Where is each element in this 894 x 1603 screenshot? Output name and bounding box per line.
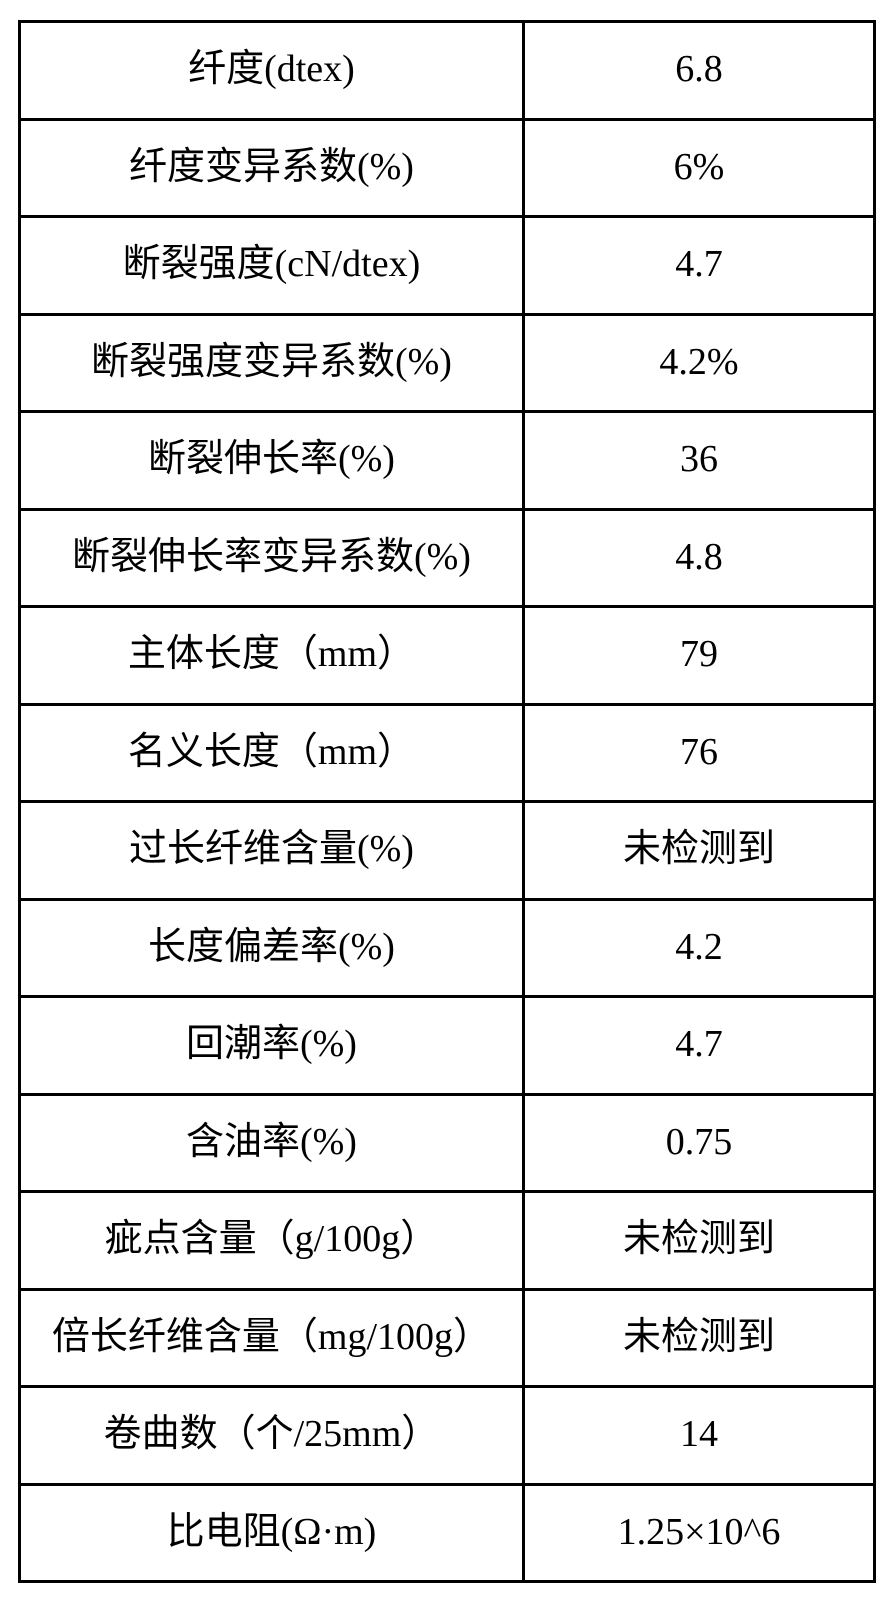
table-row: 断裂伸长率变异系数(%) 4.8 [20, 509, 875, 607]
table-row: 倍长纤维含量（mg/100g） 未检测到 [20, 1289, 875, 1387]
table-row: 回潮率(%) 4.7 [20, 997, 875, 1095]
property-label: 卷曲数（个/25mm） [20, 1387, 524, 1485]
table-row: 疵点含量（g/100g） 未检测到 [20, 1192, 875, 1290]
property-label: 断裂强度变异系数(%) [20, 314, 524, 412]
property-value: 6.8 [523, 22, 874, 120]
property-label: 回潮率(%) [20, 997, 524, 1095]
table-row: 含油率(%) 0.75 [20, 1094, 875, 1192]
property-value: 6% [523, 119, 874, 217]
property-label: 倍长纤维含量（mg/100g） [20, 1289, 524, 1387]
property-value: 4.2 [523, 899, 874, 997]
table-row: 名义长度（mm） 76 [20, 704, 875, 802]
table-row: 主体长度（mm） 79 [20, 607, 875, 705]
property-label: 比电阻(Ω·m) [20, 1484, 524, 1582]
table-row: 过长纤维含量(%) 未检测到 [20, 802, 875, 900]
property-label: 主体长度（mm） [20, 607, 524, 705]
property-label: 含油率(%) [20, 1094, 524, 1192]
table-row: 断裂强度变异系数(%) 4.2% [20, 314, 875, 412]
property-value: 4.8 [523, 509, 874, 607]
property-label: 纤度(dtex) [20, 22, 524, 120]
table-row: 断裂强度(cN/dtex) 4.7 [20, 217, 875, 315]
property-value: 36 [523, 412, 874, 510]
property-value: 14 [523, 1387, 874, 1485]
property-value: 未检测到 [523, 1289, 874, 1387]
property-value: 4.2% [523, 314, 874, 412]
table-row: 比电阻(Ω·m) 1.25×10^6 [20, 1484, 875, 1582]
property-label: 名义长度（mm） [20, 704, 524, 802]
properties-table: 纤度(dtex) 6.8 纤度变异系数(%) 6% 断裂强度(cN/dtex) … [18, 20, 876, 1583]
property-label: 断裂强度(cN/dtex) [20, 217, 524, 315]
table-row: 长度偏差率(%) 4.2 [20, 899, 875, 997]
property-label: 疵点含量（g/100g） [20, 1192, 524, 1290]
table-row: 断裂伸长率(%) 36 [20, 412, 875, 510]
property-label: 长度偏差率(%) [20, 899, 524, 997]
property-value: 0.75 [523, 1094, 874, 1192]
property-value: 未检测到 [523, 1192, 874, 1290]
table-row: 卷曲数（个/25mm） 14 [20, 1387, 875, 1485]
property-value: 1.25×10^6 [523, 1484, 874, 1582]
property-label: 断裂伸长率(%) [20, 412, 524, 510]
property-value: 79 [523, 607, 874, 705]
property-label: 断裂伸长率变异系数(%) [20, 509, 524, 607]
table-row: 纤度变异系数(%) 6% [20, 119, 875, 217]
properties-table-container: 纤度(dtex) 6.8 纤度变异系数(%) 6% 断裂强度(cN/dtex) … [0, 0, 894, 1603]
property-value: 76 [523, 704, 874, 802]
property-value: 4.7 [523, 217, 874, 315]
property-label: 纤度变异系数(%) [20, 119, 524, 217]
table-row: 纤度(dtex) 6.8 [20, 22, 875, 120]
property-value: 未检测到 [523, 802, 874, 900]
property-label: 过长纤维含量(%) [20, 802, 524, 900]
property-value: 4.7 [523, 997, 874, 1095]
